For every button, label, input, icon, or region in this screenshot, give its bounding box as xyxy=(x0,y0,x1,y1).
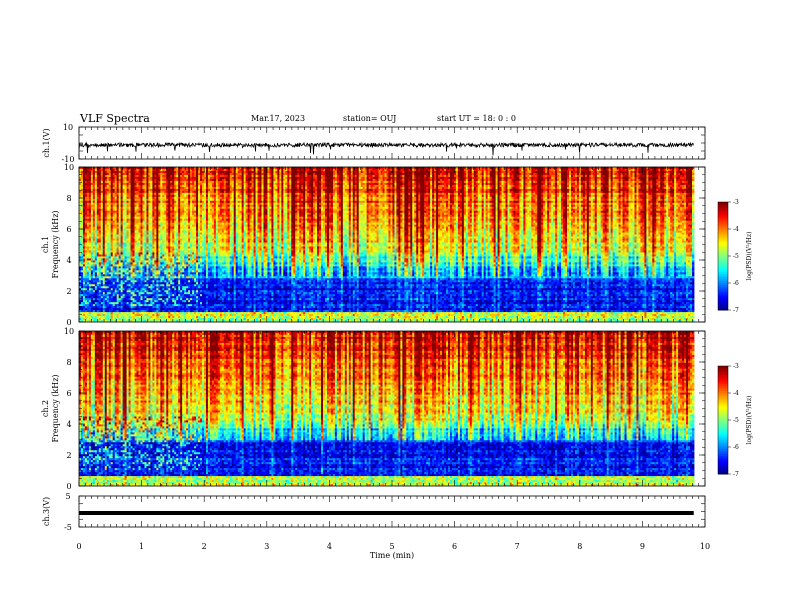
xtick-label: 8 xyxy=(577,542,582,551)
xtick-label: 10 xyxy=(700,542,710,551)
ch1-spectrogram-cells xyxy=(79,167,694,322)
colorbar-tick-label: -4 xyxy=(733,226,739,233)
ytick-label: 4 xyxy=(66,420,71,429)
colorbar-tick-label: -5 xyxy=(733,417,739,424)
ytick-label: 6 xyxy=(66,225,71,234)
xtick-label: 2 xyxy=(202,542,207,551)
colorbar-tick-label: -3 xyxy=(733,199,739,206)
xtick-label: 3 xyxy=(264,542,269,551)
ytick-label: 6 xyxy=(66,389,71,398)
colorbar-tick-label: -7 xyxy=(733,307,739,314)
ytick-label: 0 xyxy=(66,482,71,491)
colorbar-label: log(PSD)(V²/Hz) xyxy=(746,232,753,281)
ytick-label: 10 xyxy=(64,163,74,172)
ytick-label: 8 xyxy=(66,194,71,203)
ch1-spectrogram-ylabel: Frequency (kHz) xyxy=(51,210,60,278)
colorbar-tick-label: -4 xyxy=(733,390,739,397)
ch1-spectrogram-ylabel: ch.1 xyxy=(41,236,50,253)
ytick-label: 8 xyxy=(66,358,71,367)
ytick-label: 10 xyxy=(63,123,73,132)
ytick-label: 5 xyxy=(65,492,70,501)
colorbar-tick-label: -7 xyxy=(733,471,739,478)
colorbar-tick-label: -5 xyxy=(733,253,739,260)
ytick-label: 2 xyxy=(66,287,71,296)
xtick-label: 7 xyxy=(515,542,520,551)
ch2-spectrogram-ylabel: ch.2 xyxy=(41,400,50,417)
xtick-label: 6 xyxy=(452,542,457,551)
ch3-waveform-ylabel: ch.3(V) xyxy=(42,497,51,526)
xtick-label: 0 xyxy=(76,542,81,551)
xtick-label: 4 xyxy=(327,542,332,551)
ytick-label: -5 xyxy=(64,523,72,532)
xtick-label: 9 xyxy=(640,542,645,551)
xaxis-label: Time (min) xyxy=(370,551,414,560)
colorbar-tick-label: -3 xyxy=(733,363,739,370)
ch1-waveform-ylabel: ch.1(V) xyxy=(42,128,51,157)
ch2-spectrogram-ylabel: Frequency (kHz) xyxy=(51,374,60,442)
ytick-label: 4 xyxy=(66,256,71,265)
ytick-label: 10 xyxy=(64,327,74,336)
ytick-label: 2 xyxy=(66,451,71,460)
colorbar-tick-label: -6 xyxy=(733,280,739,287)
ytick-label: 0 xyxy=(66,318,71,327)
xtick-label: 5 xyxy=(389,542,394,551)
colorbar-label: log(PSD)(V²/Hz) xyxy=(746,396,753,445)
colorbar-tick-label: -6 xyxy=(733,444,739,451)
xtick-label: 1 xyxy=(139,542,144,551)
ch2-spectrogram-cells xyxy=(79,331,694,486)
